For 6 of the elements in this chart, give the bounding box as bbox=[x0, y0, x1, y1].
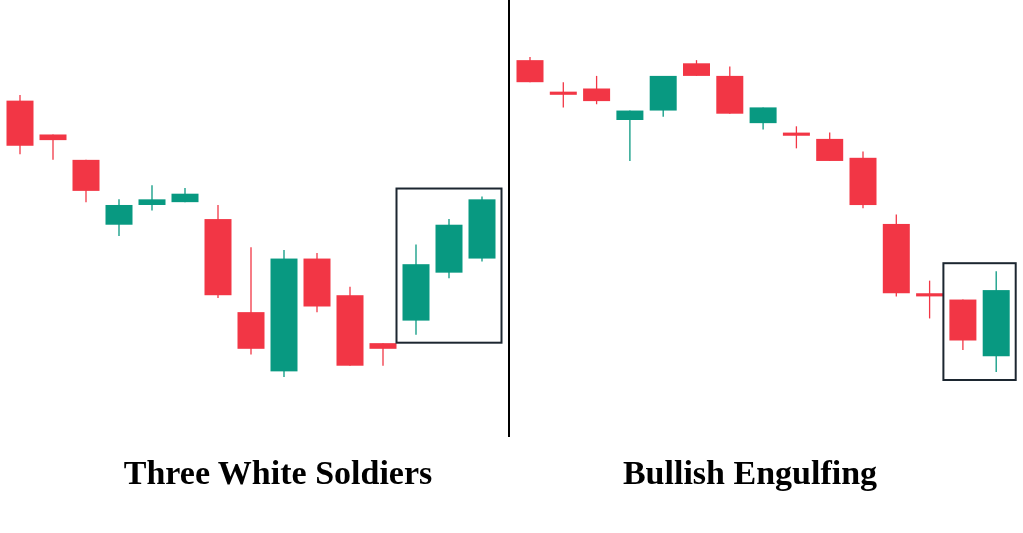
candlestick bbox=[549, 81, 577, 109]
candlestick bbox=[138, 184, 166, 212]
candlestick bbox=[782, 125, 810, 149]
text: Three White Soldiers bbox=[123, 454, 433, 491]
text: Bullish Engulfing bbox=[622, 454, 878, 491]
candlestick bbox=[916, 280, 944, 320]
